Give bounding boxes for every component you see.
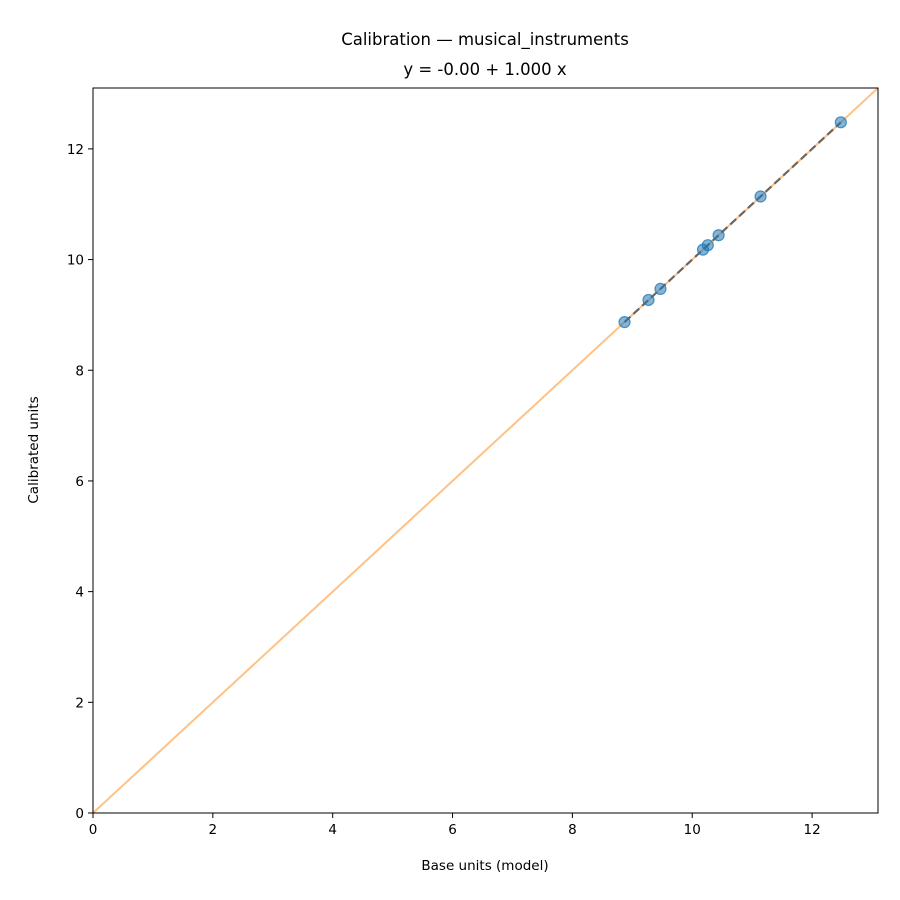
y-tick-label: 2 [75, 695, 84, 711]
x-tick-label: 10 [684, 822, 701, 838]
y-tick-label: 6 [75, 474, 84, 490]
x-tick-label: 0 [89, 822, 98, 838]
x-tick-label: 8 [568, 822, 577, 838]
data-points-layer [618, 116, 847, 329]
data-point [701, 239, 714, 252]
data-point [834, 116, 847, 129]
chart-subtitle: y = -0.00 + 1.000 x [403, 60, 567, 79]
data-point [754, 190, 767, 203]
x-tick-label: 4 [328, 822, 337, 838]
x-axis-ticks: 0 2 4 6 8 10 12 [89, 813, 821, 838]
data-point [654, 282, 667, 295]
reference-line-layer [92, 87, 879, 814]
y-tick-label: 10 [67, 253, 84, 269]
x-tick-label: 6 [448, 822, 457, 838]
data-point [618, 316, 631, 329]
y-tick-label: 8 [75, 363, 84, 379]
plot-frame [92, 87, 879, 814]
data-point [712, 229, 725, 242]
y-tick-label: 12 [67, 142, 84, 158]
reference-line [92, 87, 879, 814]
y-tick-label: 0 [75, 806, 84, 822]
x-tick-label: 12 [803, 822, 820, 838]
y-tick-label: 4 [75, 585, 84, 601]
y-axis-ticks: 0 2 4 6 8 10 12 [67, 142, 93, 822]
data-point [642, 293, 655, 307]
chart-title: Calibration — musical_instruments [341, 30, 629, 50]
x-tick-label: 2 [209, 822, 218, 838]
x-axis-label: Base units (model) [421, 858, 548, 874]
y-axis-label: Calibrated units [26, 396, 42, 503]
